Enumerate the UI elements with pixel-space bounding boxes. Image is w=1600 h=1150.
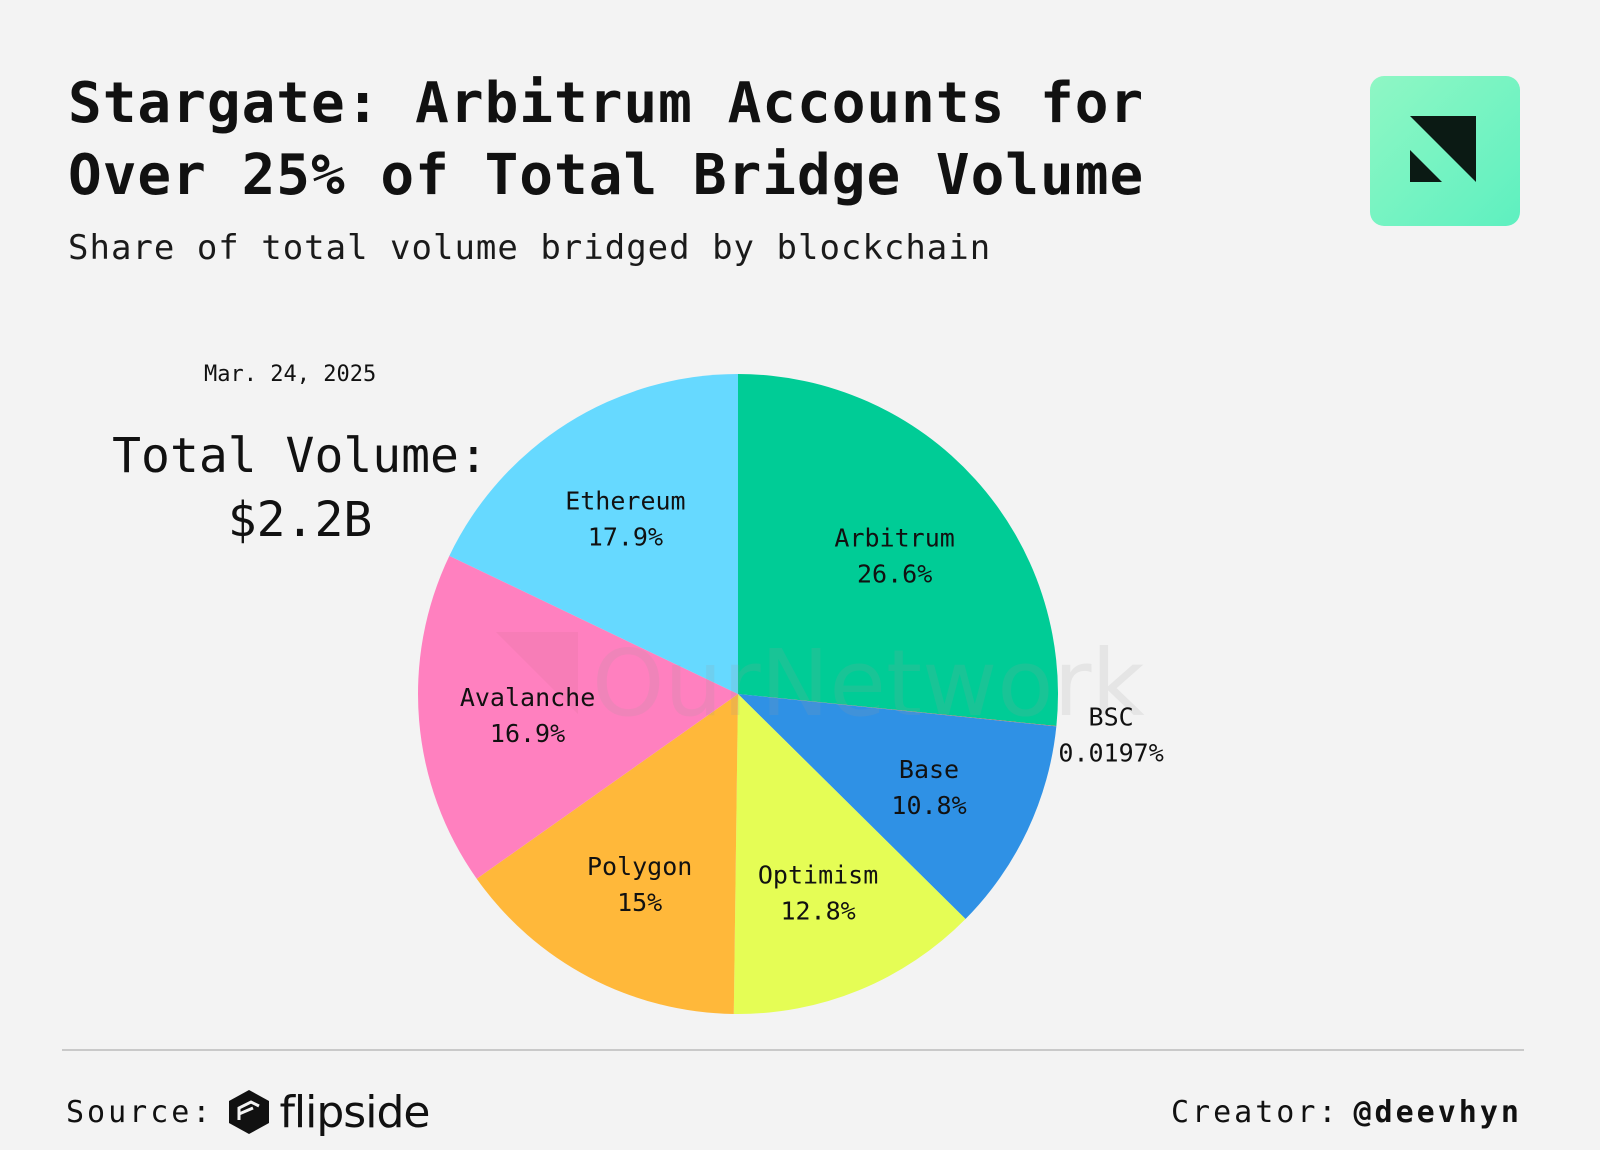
slice-label-avalanche: Avalanche xyxy=(460,683,595,712)
chart-subtitle: Share of total volume bridged by blockch… xyxy=(68,228,992,268)
pie-slice-bsc xyxy=(738,694,1057,727)
pie-slice-base xyxy=(738,694,1057,920)
creator-handle: @deevhyn xyxy=(1353,1094,1522,1130)
pie-slices xyxy=(417,374,1058,1014)
slice-label-bsc: BSC xyxy=(1089,703,1134,732)
pie-slice-avalanche xyxy=(417,555,738,879)
footer-creator: Creator: @deevhyn xyxy=(1171,1082,1522,1142)
slice-value-base: 10.8% xyxy=(891,791,966,820)
slice-label-optimism: Optimism xyxy=(758,860,878,889)
watermark-logo-icon xyxy=(496,632,578,714)
chart-title-line-1: Stargate: Arbitrum Accounts for xyxy=(68,71,1145,136)
chart-title-line-2: Over 25% of Total Bridge Volume xyxy=(68,143,1145,208)
creator-label: Creator: xyxy=(1171,1094,1340,1130)
slice-label-polygon: Polygon xyxy=(587,852,692,881)
slice-value-arbitrum: 26.6% xyxy=(857,559,932,588)
pie-slice-polygon xyxy=(476,694,738,1014)
slice-label-arbitrum: Arbitrum xyxy=(834,523,954,552)
slice-value-avalanche: 16.9% xyxy=(490,719,565,748)
slice-value-polygon: 15% xyxy=(617,888,662,917)
pie-slice-arbitrum xyxy=(738,374,1058,727)
data-date: Mar. 24, 2025 xyxy=(204,362,377,387)
slice-label-ethereum: Ethereum xyxy=(565,486,685,515)
pie-labels: Arbitrum 26.6% BSC 0.0197% Base 10.8% Optimism… xyxy=(460,486,1164,925)
source-brand: flipside xyxy=(225,1086,430,1138)
flipside-logo-icon xyxy=(229,1090,270,1134)
slice-value-ethereum: 17.9% xyxy=(588,522,663,551)
pie-slice-optimism xyxy=(733,694,966,1014)
slice-value-optimism: 12.8% xyxy=(780,896,855,925)
footer-divider xyxy=(62,1049,1524,1051)
pie-slice-ethereum xyxy=(449,374,738,694)
slice-label-base: Base xyxy=(899,755,959,784)
total-volume: Total Volume: $2.2B xyxy=(100,424,500,552)
chart-title: Stargate: Arbitrum Accounts for Over 25%… xyxy=(68,68,1248,212)
source-brand-name: flipside xyxy=(279,1086,430,1138)
watermark-text: OurNetwork xyxy=(592,630,1145,737)
footer-source: Source: flipside xyxy=(66,1082,430,1142)
total-volume-value: $2.2B xyxy=(227,492,373,548)
source-label: Source: xyxy=(66,1094,214,1130)
ournetwork-logo-icon xyxy=(1370,76,1520,226)
total-volume-label: Total Volume: xyxy=(112,428,488,484)
ournetwork-logo-glyph xyxy=(1410,116,1476,182)
slice-value-bsc: 0.0197% xyxy=(1058,739,1163,768)
